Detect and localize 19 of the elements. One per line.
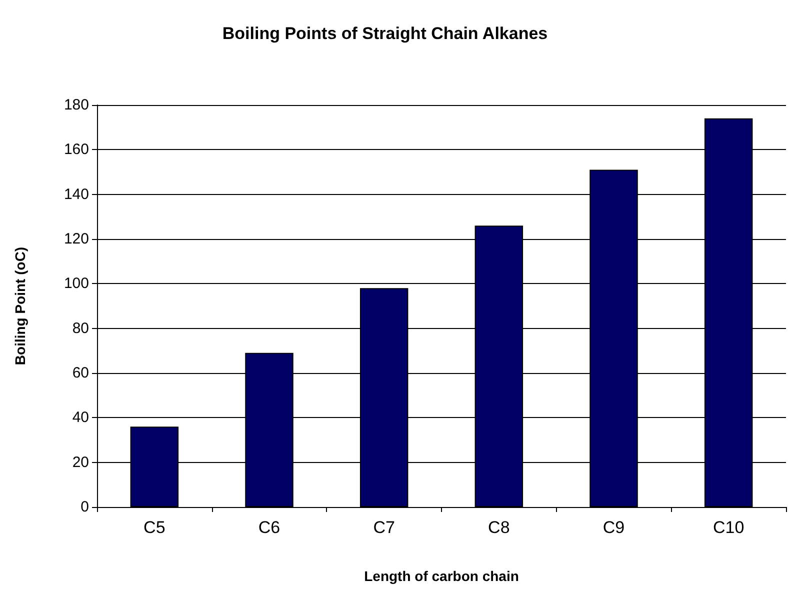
x-axis-title: Length of carbon chain [364, 568, 519, 584]
x-tick-label: C7 [373, 518, 395, 537]
x-tick-label: C10 [712, 518, 744, 537]
y-tick-label: 20 [72, 454, 89, 471]
x-tick-label: C5 [144, 518, 166, 537]
x-tick-label: C9 [602, 518, 625, 537]
y-tick-label: 60 [72, 364, 89, 382]
y-tick-label: 160 [64, 141, 89, 158]
y-tick-label: 120 [64, 230, 89, 248]
y-tick-label: 0 [80, 498, 89, 516]
x-tick-label: C6 [258, 518, 280, 537]
x-tick-label: C8 [488, 518, 510, 537]
y-tick-label: 80 [72, 320, 89, 337]
y-tick-label: 140 [64, 186, 89, 203]
y-axis-title: Boiling Point (oC) [12, 246, 28, 366]
y-tick-label: 40 [72, 409, 89, 426]
y-tick-label: 100 [64, 275, 89, 292]
chart-title: Boiling Points of Straight Chain Alkanes [222, 24, 548, 43]
y-tick-label: 180 [64, 96, 89, 114]
